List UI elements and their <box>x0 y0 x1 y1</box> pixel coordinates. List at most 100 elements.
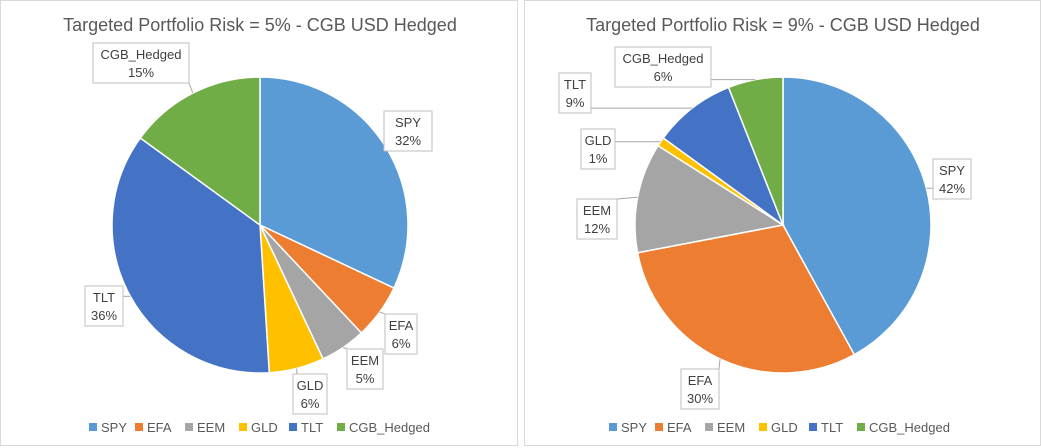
legend-swatch <box>609 423 617 431</box>
data-label-percent: 1% <box>589 151 608 166</box>
pie-slice-eem <box>634 144 786 254</box>
pie-chart-risk-9: Targeted Portfolio Risk = 9% - CGB USD H… <box>524 0 1041 446</box>
data-label: EEM 5% <box>346 348 384 390</box>
leader-lines <box>591 79 933 370</box>
data-label-percent: 15% <box>128 65 154 80</box>
legend-swatch <box>705 423 713 431</box>
legend-label: EEM <box>197 420 225 435</box>
legend-label: CGB_Hedged <box>349 420 430 435</box>
legend-label: EFA <box>147 420 172 435</box>
data-label-category: EEM <box>583 203 611 218</box>
data-label-box <box>384 313 418 355</box>
legend-label: GLD <box>251 420 278 435</box>
legend-swatch <box>239 423 247 431</box>
data-label-box <box>84 285 124 327</box>
legend-swatch <box>185 423 193 431</box>
data-label-box <box>292 373 328 415</box>
data-labels: SPY 32% EFA 6% EEM 5% GLD 6% TLT 36% CGB_Hedged 15% <box>84 42 433 415</box>
data-label: CGB_Hedged 15% <box>92 42 190 84</box>
data-labels: SPY 42% EFA 30% EEM 12% GLD 1% TLT 9% CGB_Hedged 6% <box>558 46 972 410</box>
pie-slice-cgb-hedged <box>139 76 261 227</box>
data-label: EEM 12% <box>576 198 618 240</box>
legend-label: EEM <box>717 420 745 435</box>
data-label-box <box>346 348 384 390</box>
leader-line <box>718 358 721 370</box>
data-label: TLT 9% <box>558 72 592 114</box>
data-label-percent: 36% <box>91 308 117 323</box>
data-label: GLD 1% <box>580 128 616 170</box>
data-label-box <box>383 110 433 152</box>
leader-lines <box>123 82 386 374</box>
data-label-percent: 9% <box>566 95 585 110</box>
leader-line <box>616 196 638 200</box>
legend-swatch <box>759 423 767 431</box>
data-label-box <box>614 46 712 88</box>
legend-label: TLT <box>821 420 843 435</box>
pie-chart-svg: Targeted Portfolio Risk = 9% - CGB USD H… <box>558 15 980 435</box>
data-label-percent: 6% <box>301 396 320 411</box>
chart-title: Targeted Portfolio Risk = 9% - CGB USD H… <box>586 15 980 35</box>
leader-line <box>188 82 194 94</box>
data-label: EFA 6% <box>384 313 418 355</box>
data-label-box <box>92 42 190 84</box>
legend-swatch <box>135 423 143 431</box>
data-label: GLD 6% <box>292 373 328 415</box>
legend-swatch <box>857 423 865 431</box>
legend-item: GLD <box>759 420 798 435</box>
legend: SPY EFA EEM GLD TLT CGB_Hedged <box>609 420 950 435</box>
data-label-percent: 30% <box>687 391 713 406</box>
legend-label: CGB_Hedged <box>869 420 950 435</box>
legend-swatch <box>337 423 345 431</box>
legend-item: CGB_Hedged <box>857 420 950 435</box>
data-label-category: GLD <box>297 378 324 393</box>
legend-item: EFA <box>135 420 172 435</box>
data-label-percent: 12% <box>584 221 610 236</box>
slices <box>111 76 409 374</box>
pie-slice-tlt <box>662 86 785 228</box>
data-label: SPY 32% <box>383 110 433 152</box>
data-label-category: TLT <box>564 77 586 92</box>
data-label-box <box>580 128 616 170</box>
leader-line <box>379 311 386 315</box>
leader-line <box>343 346 348 350</box>
legend-label: SPY <box>101 420 127 435</box>
data-label-category: EFA <box>688 373 713 388</box>
data-label-category: CGB_Hedged <box>101 47 182 62</box>
pie-slice-tlt <box>111 136 271 374</box>
data-label-box <box>558 72 592 114</box>
legend-label: SPY <box>621 420 647 435</box>
data-label: EFA 30% <box>680 368 720 410</box>
legend-label: EFA <box>667 420 692 435</box>
data-label: TLT 36% <box>84 285 124 327</box>
legend-label: TLT <box>301 420 323 435</box>
legend-item: SPY <box>609 420 647 435</box>
legend-item: EEM <box>185 420 225 435</box>
pie-chart-risk-5: Targeted Portfolio Risk = 5% - CGB USD H… <box>0 0 518 446</box>
data-label-box <box>932 158 972 200</box>
chart-title: Targeted Portfolio Risk = 5% - CGB USD H… <box>63 15 457 35</box>
legend: SPY EFA EEM GLD TLT CGB_Hedged <box>89 420 430 435</box>
legend-item: EFA <box>655 420 692 435</box>
legend-item: CGB_Hedged <box>337 420 430 435</box>
legend-item: GLD <box>239 420 278 435</box>
data-label-category: SPY <box>939 163 965 178</box>
data-label-category: SPY <box>395 115 421 130</box>
data-label: SPY 42% <box>932 158 972 200</box>
data-label-percent: 32% <box>395 133 421 148</box>
legend-item: SPY <box>89 420 127 435</box>
data-label-box <box>576 198 618 240</box>
data-label-percent: 6% <box>654 69 673 84</box>
data-label-category: TLT <box>93 290 115 305</box>
legend-swatch <box>655 423 663 431</box>
data-label-category: GLD <box>585 133 612 148</box>
legend-item: TLT <box>809 420 843 435</box>
data-label-category: CGB_Hedged <box>623 51 704 66</box>
data-label-box <box>680 368 720 410</box>
data-label-percent: 6% <box>392 336 411 351</box>
slices <box>634 76 932 374</box>
data-label-percent: 5% <box>356 371 375 386</box>
data-label-percent: 42% <box>939 181 965 196</box>
legend-label: GLD <box>771 420 798 435</box>
legend-item: EEM <box>705 420 745 435</box>
pie-chart-svg: Targeted Portfolio Risk = 5% - CGB USD H… <box>63 15 457 435</box>
